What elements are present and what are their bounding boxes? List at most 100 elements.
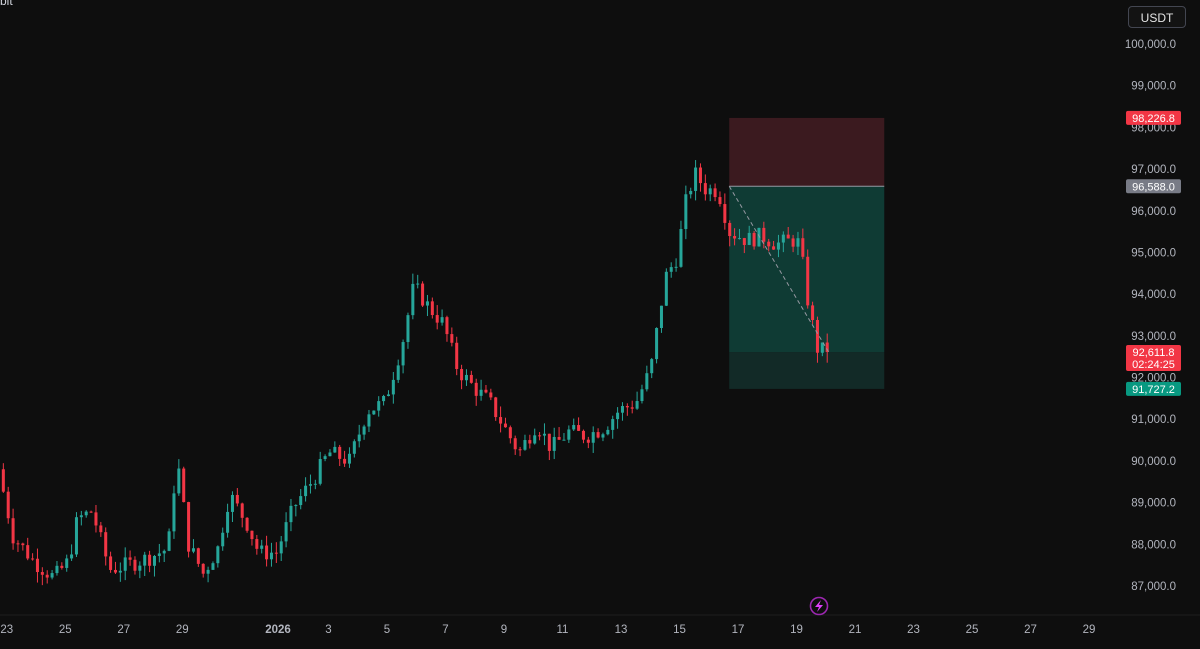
candle (211, 561, 215, 570)
price-tag-bg (1126, 381, 1181, 396)
currency-button[interactable]: USDT (1128, 6, 1186, 28)
candle (182, 466, 186, 503)
time-tick-label: 23 (0, 624, 13, 636)
candle (464, 369, 468, 386)
candle-body (289, 505, 293, 523)
candle (255, 534, 259, 555)
candle-body (421, 283, 425, 306)
candle (713, 183, 717, 202)
candle-body (781, 234, 785, 243)
candle (11, 508, 15, 550)
candle-body (235, 494, 239, 504)
candle (591, 426, 595, 453)
candle-body (216, 546, 220, 564)
price-tag-label: 91,727.2 (1132, 384, 1175, 396)
candle (659, 305, 663, 333)
candle-body (372, 410, 376, 415)
candle-body (469, 374, 473, 383)
candle (338, 444, 342, 467)
candle-body (767, 241, 771, 247)
candle-body (499, 417, 503, 424)
price-tag: 98,226.8 (1126, 110, 1181, 125)
candle (781, 231, 785, 253)
candle-body (752, 232, 756, 247)
price-tick-label: 98,000.0 (1131, 122, 1176, 134)
candle (1, 463, 5, 493)
candle (323, 454, 327, 462)
price-tag-label: 96,588.0 (1132, 181, 1175, 193)
candle-body (333, 446, 337, 453)
candle-body (723, 204, 727, 223)
candle-body (45, 574, 49, 578)
candle (474, 378, 478, 406)
candle (94, 504, 98, 533)
candle (269, 542, 273, 567)
candle-body (104, 532, 108, 557)
candle (118, 562, 122, 582)
profit-zone-remaining (729, 352, 885, 389)
candle (786, 226, 790, 239)
price-tag-countdown: 02:24:25 (1132, 359, 1175, 371)
candle (718, 191, 722, 207)
candle (382, 394, 386, 406)
candle-body (162, 550, 166, 554)
candle-body (650, 359, 654, 374)
candle-body (255, 539, 259, 549)
candle-body (94, 512, 98, 526)
candle (611, 415, 615, 439)
candle-body (503, 423, 507, 428)
candle (479, 379, 483, 401)
candle (645, 365, 649, 392)
candle-body (157, 553, 161, 556)
candle (343, 450, 347, 467)
candle (157, 543, 161, 563)
candle-body (747, 232, 751, 245)
candle-body (206, 569, 210, 574)
candle-body (815, 319, 819, 353)
candle-body (591, 432, 595, 443)
price-tick-label: 97,000.0 (1131, 164, 1176, 176)
candle-body (523, 440, 527, 450)
candle (460, 364, 464, 390)
candle-body (284, 522, 288, 542)
candle-body (806, 256, 810, 306)
candle (304, 477, 308, 502)
candle-body (791, 238, 795, 247)
candle-body (167, 531, 171, 551)
candle (411, 273, 415, 320)
candle (60, 562, 64, 570)
candle (489, 388, 493, 401)
candle (620, 402, 624, 421)
candle-body (367, 414, 371, 427)
price-axis: 100,000.0 99,000.0 98,000.0 97,000.0 96,000.… (1125, 39, 1176, 593)
candle-body (172, 493, 176, 532)
candle-body (552, 436, 556, 451)
candle-body (406, 315, 410, 343)
price-tick-label: 100,000.0 (1125, 39, 1176, 51)
candle-body (596, 432, 600, 438)
candle-body (182, 468, 186, 503)
candle-body (450, 334, 454, 343)
candle-body (718, 197, 722, 205)
candle-body (26, 545, 30, 559)
candle (245, 517, 249, 533)
candle (635, 391, 639, 410)
candle (230, 491, 234, 523)
candle (547, 433, 551, 461)
candle (299, 489, 303, 510)
price-tag: 92,611.802:24:25 (1126, 345, 1181, 372)
candle (274, 542, 278, 563)
candle-body (586, 439, 590, 443)
candle (123, 547, 127, 581)
lightning-bolt-icon[interactable] (809, 596, 829, 616)
candle (567, 425, 571, 443)
candle-body (611, 419, 615, 430)
candle-body (138, 565, 142, 571)
candle-body (577, 425, 581, 431)
candle-body (11, 518, 15, 544)
candle (265, 535, 269, 567)
price-tick-label: 93,000.0 (1131, 331, 1176, 343)
candle (221, 527, 225, 551)
